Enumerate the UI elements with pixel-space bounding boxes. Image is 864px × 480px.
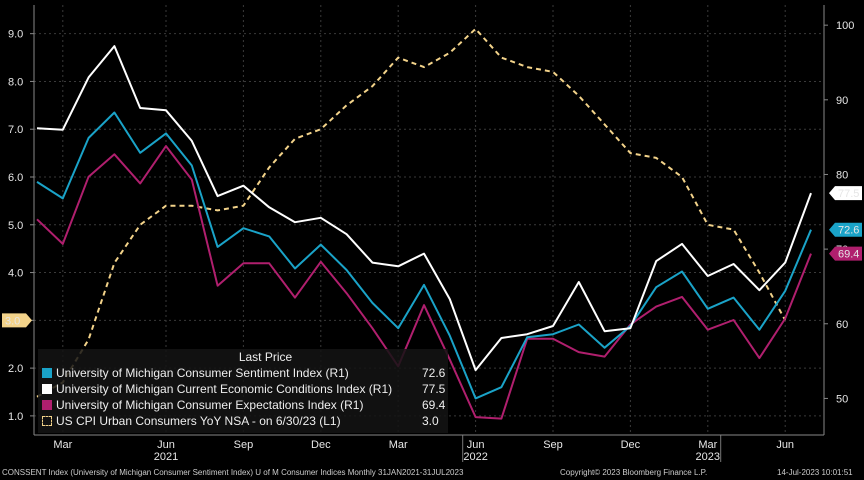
left-tick-label: 9.0: [8, 29, 23, 41]
left-tick-label: 1.0: [8, 411, 23, 423]
x-tick-label: Mar: [698, 439, 717, 451]
series-line-0: [36, 111, 812, 400]
legend-value: 3.0: [422, 414, 439, 428]
legend-swatch-current-conditions: [42, 384, 52, 394]
year-label: 2022: [463, 451, 487, 463]
left-tick-label: 7.0: [8, 124, 23, 136]
legend-item-sentiment: University of Michigan Consumer Sentimen…: [38, 365, 448, 381]
footer-copyright: Copyright© 2023 Bloomberg Finance L.P.: [560, 468, 708, 477]
chart-footer: CONSSENT Index (University of Michigan C…: [0, 466, 864, 480]
legend-value: 72.6: [422, 366, 446, 380]
year-label: 2021: [154, 451, 178, 463]
last-price-tag: [829, 246, 862, 261]
legend-label: University of Michigan Consumer Expectat…: [56, 398, 364, 412]
x-tick-label: Sep: [543, 439, 563, 451]
series-line-2: [36, 145, 812, 420]
x-tick-label: Mar: [389, 439, 408, 451]
legend-value: 69.4: [422, 398, 446, 412]
series-line-3: [36, 27, 787, 398]
series-line-1: [36, 45, 812, 372]
last-price-label: 72.6: [838, 225, 859, 237]
legend-item-current-conditions: University of Michigan Current Economic …: [38, 381, 448, 397]
right-tick-label: 60: [836, 319, 848, 331]
year-label: 2023: [696, 451, 720, 463]
legend-item-expectations: University of Michigan Consumer Expectat…: [38, 397, 448, 413]
left-tick-label: 2.0: [8, 363, 23, 375]
legend-header: Last Price: [238, 350, 293, 364]
legend-value: 77.5: [422, 382, 446, 396]
right-tick-label: 50: [836, 393, 848, 405]
footer-source: CONSSENT Index (University of Michigan C…: [2, 468, 464, 477]
last-price-label: 3.0: [5, 315, 20, 327]
legend-swatch-cpi: [42, 416, 52, 426]
chart-legend: Last Price University of Michigan Consum…: [38, 349, 448, 433]
x-tick-label: Mar: [53, 439, 72, 451]
legend-label: University of Michigan Consumer Sentimen…: [56, 366, 349, 380]
right-tick-label: 100: [836, 20, 854, 32]
last-price-label: 77.5: [838, 188, 859, 200]
x-tick-label: Dec: [311, 439, 331, 451]
left-tick-label: 4.0: [8, 268, 23, 280]
footer-timestamp: 14-Jul-2023 10:01:51: [777, 468, 853, 477]
x-tick-label: Jun: [776, 439, 794, 451]
legend-label: US CPI Urban Consumers YoY NSA - on 6/30…: [56, 414, 341, 428]
left-tick-label: 8.0: [8, 76, 23, 88]
legend-item-cpi: US CPI Urban Consumers YoY NSA - on 6/30…: [38, 413, 448, 429]
x-tick-label: Dec: [621, 439, 641, 451]
left-tick-label: 5.0: [8, 220, 23, 232]
legend-swatch-sentiment: [42, 368, 52, 378]
right-tick-label: 80: [836, 169, 848, 181]
x-tick-label: Jun: [157, 439, 175, 451]
last-price-tag: [829, 186, 862, 201]
x-tick-label: Sep: [234, 439, 254, 451]
last-price-label: 69.4: [838, 249, 859, 261]
last-price-tag: [2, 313, 32, 328]
left-tick-label: 6.0: [8, 172, 23, 184]
last-price-tag: [829, 222, 862, 237]
right-tick-label: 90: [836, 95, 848, 107]
legend-label: University of Michigan Current Economic …: [56, 382, 393, 396]
x-tick-label: Jun: [467, 439, 485, 451]
legend-swatch-expectations: [42, 400, 52, 410]
